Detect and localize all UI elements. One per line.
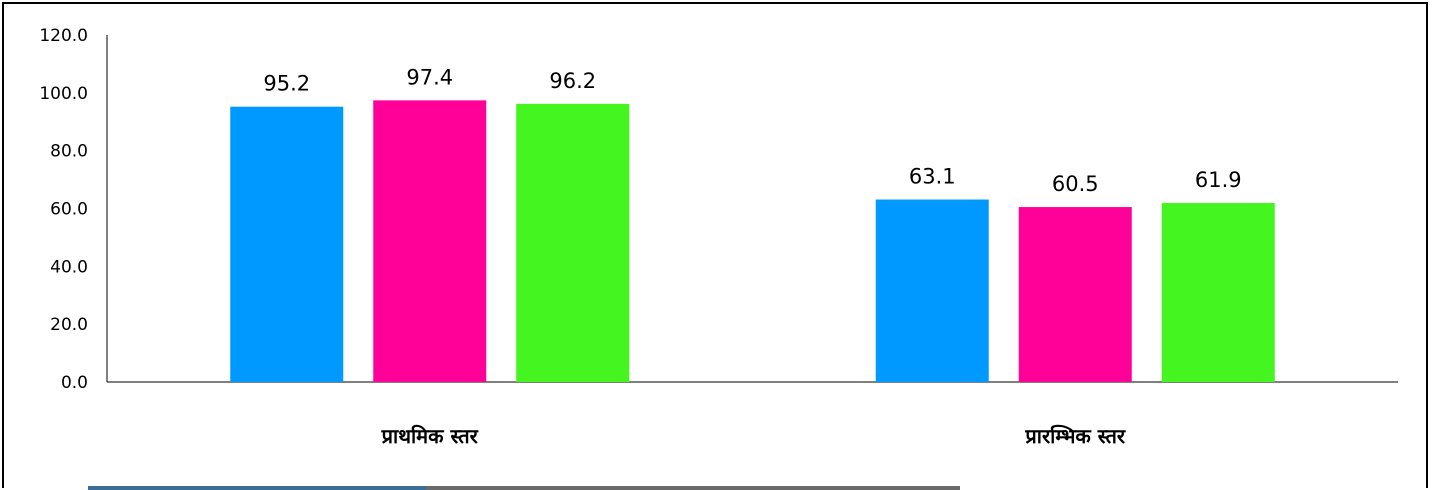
data-labels-group: 95.2 97.4 96.2 63.1 60.5 61.9 — [263, 65, 1241, 196]
y-tick-label: 40.0 — [50, 257, 88, 277]
bar — [516, 103, 630, 383]
data-label: 97.4 — [406, 65, 453, 89]
y-tick-label: 60.0 — [50, 200, 88, 220]
category-label: प्राथमिक स्तर — [381, 424, 479, 448]
bars-group — [230, 100, 1275, 383]
category-labels-group: प्राथमिक स्तर प्रारम्भिक स्तर — [381, 424, 1126, 448]
data-label: 95.2 — [263, 72, 310, 96]
category-label: प्रारम्भिक स्तर — [1024, 424, 1125, 448]
data-label: 60.5 — [1052, 172, 1099, 196]
bar — [230, 106, 344, 383]
data-label: 61.9 — [1195, 168, 1242, 192]
bottom-strip-left — [88, 486, 426, 490]
y-tick-label: 0.0 — [61, 373, 88, 393]
bottom-strip-right — [426, 486, 960, 490]
bar — [875, 199, 989, 382]
data-label: 96.2 — [549, 69, 596, 93]
data-label: 63.1 — [909, 165, 956, 189]
bar — [1161, 203, 1275, 382]
y-tick-label: 100.0 — [39, 84, 88, 104]
y-tick-label: 20.0 — [50, 315, 88, 335]
y-tick-label: 80.0 — [50, 142, 88, 162]
bar — [1018, 207, 1132, 382]
y-tick-label: 120.0 — [39, 26, 88, 46]
bar — [373, 100, 487, 382]
